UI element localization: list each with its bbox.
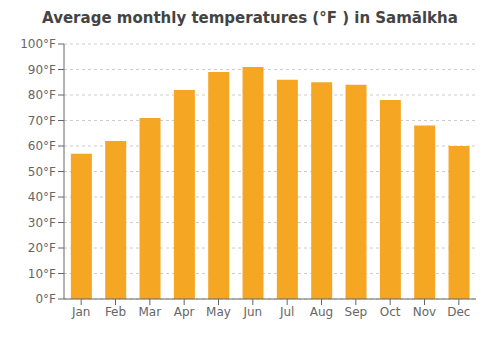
svg-text:30°F: 30°F [28,216,56,230]
svg-text:Sep: Sep [345,305,368,319]
svg-text:20°F: 20°F [28,241,56,255]
svg-text:90°F: 90°F [28,63,56,77]
svg-text:80°F: 80°F [28,88,56,102]
svg-text:May: May [206,305,231,319]
svg-text:Apr: Apr [174,305,195,319]
svg-text:100°F: 100°F [20,37,56,51]
svg-text:Mar: Mar [139,305,162,319]
svg-text:10°F: 10°F [28,267,56,281]
html-text:Average monthly temperatures (: Average monthly temperatures (°F ) in Sa… [42,9,458,27]
svg-text:50°F: 50°F [28,165,56,179]
svg-text:60°F: 60°F [28,139,56,153]
svg-text:0°F: 0°F [35,292,56,306]
svg-text:Jun: Jun [242,305,262,319]
svg-text:Jul: Jul [279,305,294,319]
svg-text:70°F: 70°F [28,114,56,128]
svg-text:Aug: Aug [310,305,333,319]
svg-text:40°F: 40°F [28,190,56,204]
svg-text:Nov: Nov [413,305,436,319]
svg-text:Feb: Feb [105,305,126,319]
svg-text:Oct: Oct [380,305,401,319]
svg-text:Dec: Dec [447,305,470,319]
svg-text:Jan: Jan [71,305,91,319]
